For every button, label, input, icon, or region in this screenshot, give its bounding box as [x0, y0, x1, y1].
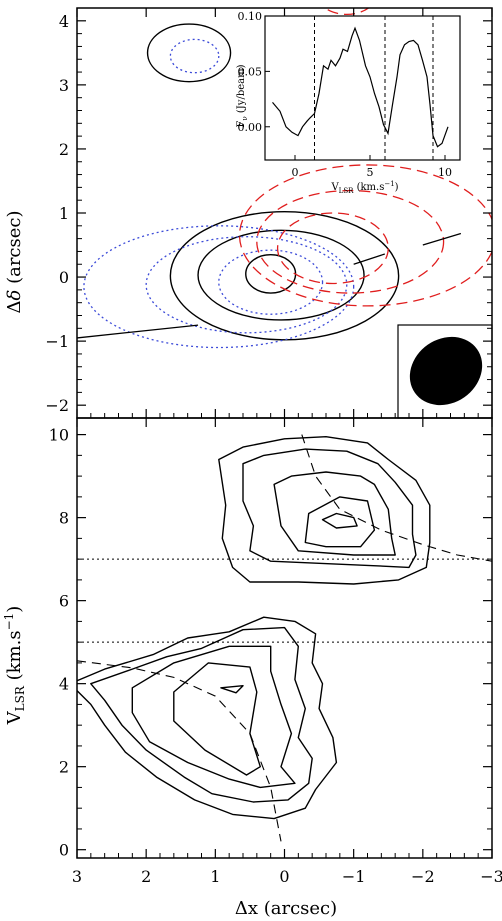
inset-x-axis-label: VLSR (km.s−1) — [330, 180, 398, 195]
contour-dotted-0 — [218, 249, 324, 315]
top-ytick-label: −2 — [45, 396, 69, 415]
xtick-label: 3 — [72, 867, 82, 886]
contour-dotted-3 — [169, 38, 220, 74]
xtick-label: 1 — [210, 867, 220, 886]
inset-ytick-label: 0.00 — [238, 121, 263, 134]
position-angle-line — [76, 232, 462, 339]
bottom-reference-lines — [77, 434, 492, 842]
top-y-axis-label: Δδ (arcsec) — [4, 211, 25, 314]
xtick-label: −1 — [342, 867, 366, 886]
xtick-label: 0 — [279, 867, 289, 886]
inset-frame — [264, 15, 461, 161]
pv-contour-level0-1 — [321, 512, 358, 529]
bottom-ytick-label: 0 — [59, 841, 69, 860]
pv-contour-level1-1 — [273, 471, 396, 556]
pa-segment-0 — [76, 324, 199, 339]
xtick-label: 2 — [141, 867, 151, 886]
xtick-label: −2 — [411, 867, 435, 886]
pv-contour-level2-0 — [90, 626, 313, 803]
top-ytick-label: −1 — [45, 332, 69, 351]
contour-solid-1 — [197, 229, 365, 321]
contour-solid-2 — [169, 211, 400, 341]
pa-segment-1 — [353, 253, 385, 265]
bottom-ytick-label: 4 — [59, 675, 69, 694]
inset-xtick-label: 5 — [367, 166, 374, 179]
xtick-label: −3 — [480, 867, 502, 886]
beam-box — [397, 324, 493, 419]
bottom-contours — [77, 436, 431, 820]
pv-contour-level0-3 — [304, 496, 376, 548]
pv-contour-level3-0 — [77, 616, 338, 820]
pv-contour-level2-1 — [242, 448, 417, 569]
bottom-frame — [76, 417, 493, 859]
top-ytick-label: 4 — [59, 12, 69, 31]
top-ytick-label: 3 — [59, 76, 69, 95]
inset-xtick-label: 0 — [292, 166, 299, 179]
pv-contour-level3-1 — [218, 436, 431, 585]
bottom-y-axis-label: VLSR (km.s−1) — [2, 606, 27, 726]
top-ytick-label: 2 — [59, 140, 69, 159]
inset-body — [264, 15, 461, 161]
top-panel: −2 −1 0 1 2 3 4 Δδ (arcsec) 0 5 10 0.00 0.05 0.10 F… — [4, 7, 493, 419]
top-y-ticks: −2 −1 0 1 2 3 4 — [45, 8, 493, 418]
contour-solid-0 — [245, 253, 297, 294]
x-tick-labels: 3 2 1 0 −1 −2 −3 — [72, 413, 502, 886]
pv-contour-level0-0 — [220, 685, 244, 694]
bottom-ytick-label: 2 — [59, 758, 69, 777]
pv-contour-level1-0 — [131, 645, 296, 789]
bottom-y-ticks: 0 2 4 6 8 10 — [49, 426, 492, 860]
bottom-dashed-curve-upper — [301, 434, 492, 562]
inset-spectrum-line — [272, 26, 449, 148]
contour-dashed-2 — [238, 164, 492, 307]
inset-xtick-label: 10 — [438, 166, 452, 179]
bottom-ytick-label: 6 — [59, 592, 69, 611]
spectrum-inset: 0 5 10 0.00 0.05 0.10 Fν (Jy/beam) VLSR (km.s… — [236, 10, 461, 195]
bottom-ytick-label: 10 — [49, 426, 69, 445]
pv-contour-level0-2 — [173, 662, 261, 776]
bottom-dashed-curve-lower — [77, 660, 282, 842]
inset-ytick-label: 0.05 — [238, 65, 263, 78]
bottom-axes-box — [76, 417, 493, 859]
contour-dotted-2 — [83, 225, 355, 349]
bottom-panel: 0 2 4 6 8 10 VLSR (km.s−1) — [2, 417, 493, 860]
inset-y-axis-label: Fν (Jy/beam) — [236, 64, 249, 127]
x-axis-label: Δx (arcsec) — [235, 898, 337, 919]
beam-ellipse — [409, 336, 483, 406]
contour-dotted-1 — [145, 236, 348, 334]
top-ytick-label: 0 — [59, 268, 69, 287]
inset-ytick-label: 0.10 — [238, 10, 263, 23]
top-ytick-label: 1 — [59, 204, 69, 223]
contour-dashed-0 — [276, 212, 389, 285]
inset-ticks: 0 5 10 0.00 0.05 0.10 — [238, 10, 453, 179]
bottom-ytick-label: 8 — [59, 509, 69, 528]
top-contours — [83, 8, 492, 349]
contour-solid-3 — [146, 23, 232, 83]
contour-dashed-1 — [256, 189, 445, 294]
pa-segment-2 — [422, 232, 462, 246]
contour-dashed-3 — [323, 8, 370, 16]
